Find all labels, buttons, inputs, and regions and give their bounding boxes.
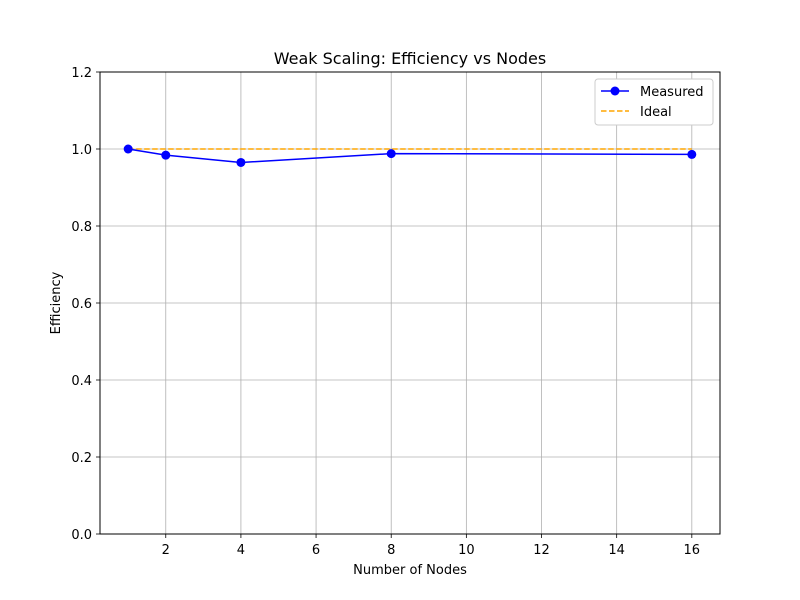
y-tick-label: 0.0	[71, 528, 92, 543]
y-tick-label: 0.6	[71, 297, 92, 312]
x-tick-label: 6	[312, 543, 320, 558]
measured-point	[386, 149, 396, 159]
legend-measured-marker	[610, 86, 620, 96]
measured-point	[236, 157, 246, 167]
legend-measured-label: Measured	[640, 85, 704, 100]
x-tick-label: 10	[458, 543, 475, 558]
x-tick-label: 8	[387, 543, 395, 558]
y-axis-label: Efficiency	[49, 271, 64, 334]
measured-point	[687, 149, 697, 159]
y-tick-label: 0.2	[71, 451, 92, 466]
legend: Measured Ideal	[594, 78, 714, 126]
x-tick-label: 12	[533, 543, 550, 558]
y-tick-label: 0.4	[71, 374, 92, 389]
y-axis: 0.0 0.2 0.4 0.6 0.8 1.0 1.2	[71, 66, 100, 543]
chart-title: Weak Scaling: Efficiency vs Nodes	[274, 49, 546, 68]
y-tick-label: 1.2	[71, 66, 92, 81]
y-tick-label: 0.8	[71, 220, 92, 235]
legend-ideal-label: Ideal	[640, 105, 672, 120]
x-tick-label: 2	[162, 543, 170, 558]
series-measured	[123, 144, 697, 167]
x-tick-label: 4	[237, 543, 245, 558]
y-tick-label: 1.0	[71, 143, 92, 158]
x-axis-label: Number of Nodes	[353, 563, 467, 578]
x-axis: 2 4 6 8 10 12 14 16	[162, 534, 700, 558]
x-tick-label: 16	[684, 543, 701, 558]
measured-point	[123, 144, 133, 154]
measured-point	[161, 150, 171, 160]
x-tick-label: 14	[608, 543, 625, 558]
